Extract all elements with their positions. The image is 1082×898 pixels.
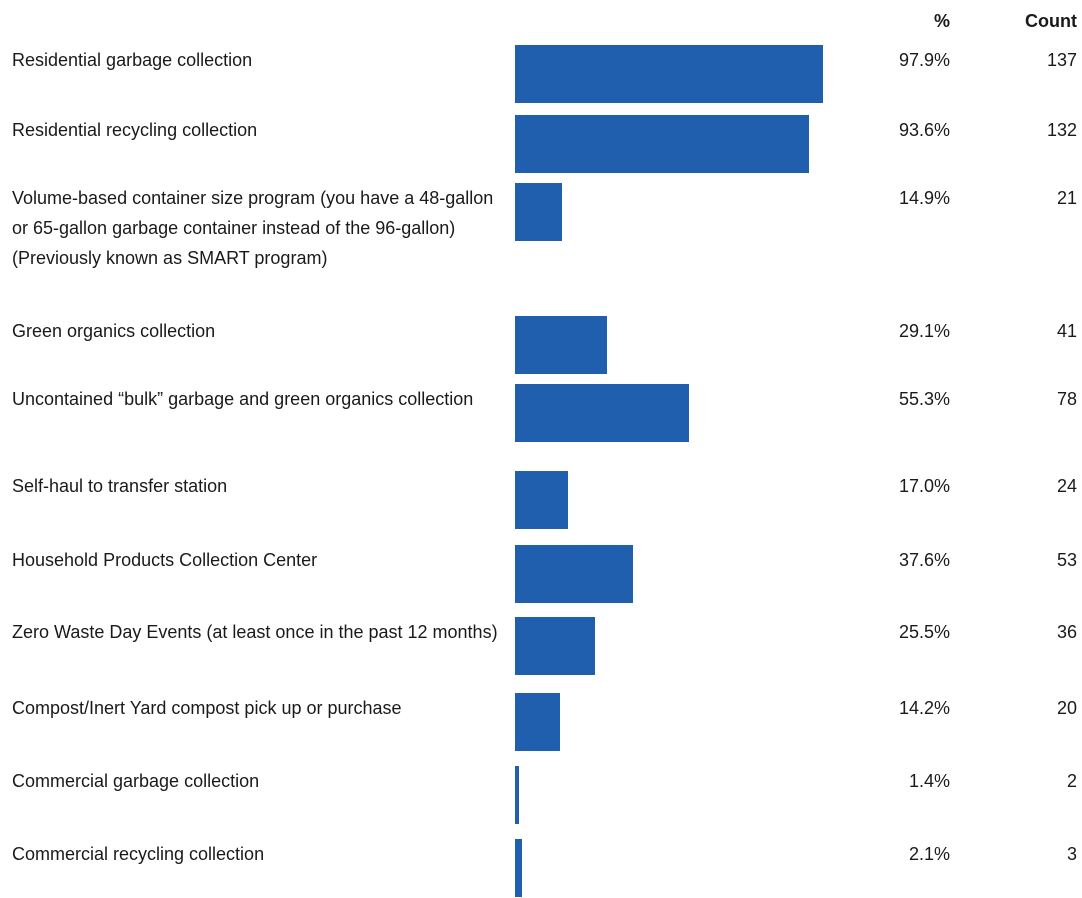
count-label: 3 <box>1066 844 1077 864</box>
bar <box>515 471 569 529</box>
percent-label: 29.1% <box>898 321 950 341</box>
count-label: 36 <box>1056 622 1077 642</box>
bar <box>515 384 689 442</box>
percent-label: 97.9% <box>898 50 950 70</box>
bar <box>515 693 560 751</box>
row-label: Residential recycling collection <box>12 120 258 140</box>
row-label: Uncontained “bulk” garbage and green org… <box>12 389 474 409</box>
count-label: 2 <box>1066 771 1077 791</box>
row-label: Residential garbage collection <box>12 50 253 70</box>
count-label: 53 <box>1056 550 1077 570</box>
row-label: Green organics collection <box>12 321 216 341</box>
row-label: Zero Waste Day Events (at least once in … <box>12 622 498 642</box>
percent-label: 2.1% <box>908 844 950 864</box>
bar <box>515 183 562 241</box>
row-label: Compost/Inert Yard compost pick up or pu… <box>12 698 402 718</box>
bar <box>515 316 607 374</box>
percent-label: 55.3% <box>898 389 950 409</box>
count-label: 137 <box>1046 50 1077 70</box>
count-label: 24 <box>1056 476 1077 496</box>
percent-label: 14.9% <box>898 188 950 208</box>
count-label: 78 <box>1056 389 1077 409</box>
column-header: % <box>933 11 950 31</box>
percent-label: 93.6% <box>898 120 950 140</box>
count-label: 21 <box>1056 188 1077 208</box>
bar <box>515 766 520 824</box>
percent-label: 1.4% <box>908 771 950 791</box>
percent-label: 17.0% <box>898 476 950 496</box>
row-label: Volume-based container size program (you… <box>12 188 494 268</box>
bar <box>515 545 634 603</box>
bar <box>515 839 522 897</box>
bar <box>515 45 823 103</box>
bar <box>515 115 810 173</box>
column-header: Count <box>1025 11 1077 31</box>
row-label: Self-haul to transfer station <box>12 476 228 496</box>
count-label: 20 <box>1056 698 1077 718</box>
row-label: Commercial garbage collection <box>12 771 260 791</box>
count-label: 132 <box>1046 120 1077 140</box>
row-label: Household Products Collection Center <box>12 550 318 570</box>
percent-label: 14.2% <box>898 698 950 718</box>
row-label: Commercial recycling collection <box>12 844 265 864</box>
percent-label: 37.6% <box>898 550 950 570</box>
bar <box>515 617 596 675</box>
count-label: 41 <box>1056 321 1077 341</box>
percent-label: 25.5% <box>898 622 950 642</box>
